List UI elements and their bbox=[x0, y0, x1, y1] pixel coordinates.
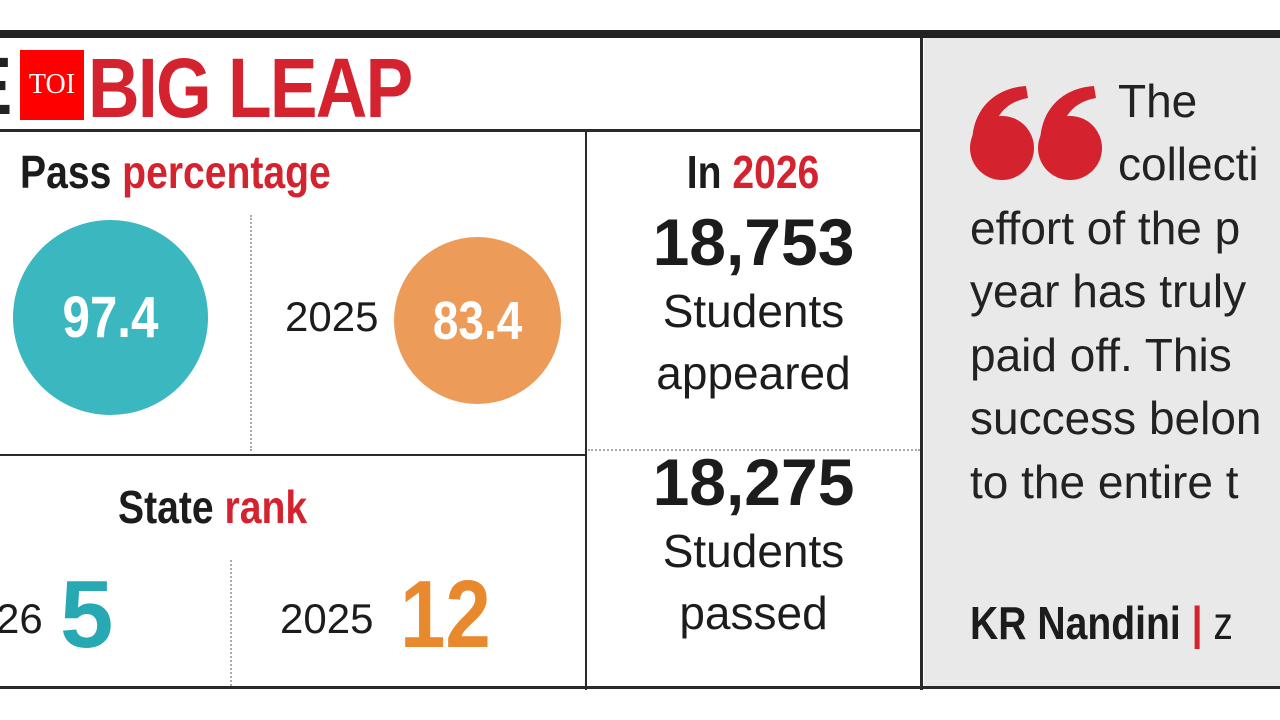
passed-line1: Students bbox=[662, 525, 845, 577]
in-year-column: In 2026 18,753 Students appeared 18,275 … bbox=[587, 132, 920, 644]
divider bbox=[585, 130, 587, 690]
passed-count: 18,275 bbox=[652, 445, 855, 519]
current-year-fragment: 26 bbox=[0, 595, 43, 642]
quote-line: collecti bbox=[1118, 138, 1259, 190]
heading-red: rank bbox=[224, 481, 308, 533]
quote-line: effort of the p bbox=[970, 202, 1241, 254]
divider bbox=[0, 454, 586, 456]
heading-red: 2026 bbox=[732, 146, 820, 198]
toi-logo: TOI bbox=[20, 50, 84, 120]
appeared-line1: Students bbox=[662, 285, 845, 337]
dotted-divider bbox=[250, 215, 252, 451]
heading-black: State bbox=[118, 481, 214, 533]
in-year-heading: In 2026 bbox=[587, 146, 920, 198]
prev-rank-text: 12 bbox=[400, 561, 491, 668]
heading-red: percentage bbox=[122, 146, 331, 198]
quote-line: The bbox=[1118, 75, 1198, 127]
divider bbox=[920, 38, 923, 690]
author-suffix: z bbox=[1213, 597, 1233, 649]
divider bbox=[0, 686, 1280, 689]
prev-rank-value: 12 bbox=[400, 560, 507, 670]
heading-black: Pass bbox=[20, 146, 112, 198]
quote-author: KR Nandini | z bbox=[970, 596, 1279, 650]
pass-percentage-heading: Pass percentage bbox=[20, 145, 386, 199]
headline: BIG LEAP bbox=[88, 40, 469, 137]
headline-text: BIG LEAP bbox=[88, 41, 413, 135]
appeared-line2: appeared bbox=[656, 347, 851, 399]
divider bbox=[0, 129, 922, 132]
dotted-divider bbox=[588, 449, 920, 451]
top-bar bbox=[0, 30, 1280, 38]
quote-line: to the entire t bbox=[970, 456, 1239, 508]
quote-mark-icon bbox=[970, 86, 1102, 180]
prev-year-label: 2025 bbox=[285, 293, 379, 340]
quote-line: paid off. This bbox=[970, 329, 1232, 381]
toi-logo-text: TOI bbox=[28, 69, 76, 100]
dotted-divider bbox=[230, 560, 232, 686]
current-pass-value: 97.4 bbox=[62, 285, 159, 350]
quote-line: success belon bbox=[970, 392, 1262, 444]
author-separator: | bbox=[1191, 597, 1203, 649]
appeared-count: 18,753 bbox=[652, 205, 855, 279]
current-pass-circle: 97.4 bbox=[13, 220, 208, 415]
passed-line2: passed bbox=[679, 587, 828, 639]
prev-pass-value: 83.4 bbox=[432, 290, 523, 351]
title-fragment: E bbox=[0, 40, 13, 134]
prev-pass-circle: 83.4 bbox=[394, 237, 561, 404]
heading-black: In bbox=[687, 146, 722, 198]
state-rank-heading: State rank bbox=[118, 480, 340, 534]
quote-line: year has truly bbox=[970, 265, 1247, 317]
current-rank-value: 5 bbox=[60, 561, 114, 668]
prev-rank-year: 2025 bbox=[280, 595, 374, 642]
author-name: KR Nandini bbox=[970, 597, 1181, 649]
